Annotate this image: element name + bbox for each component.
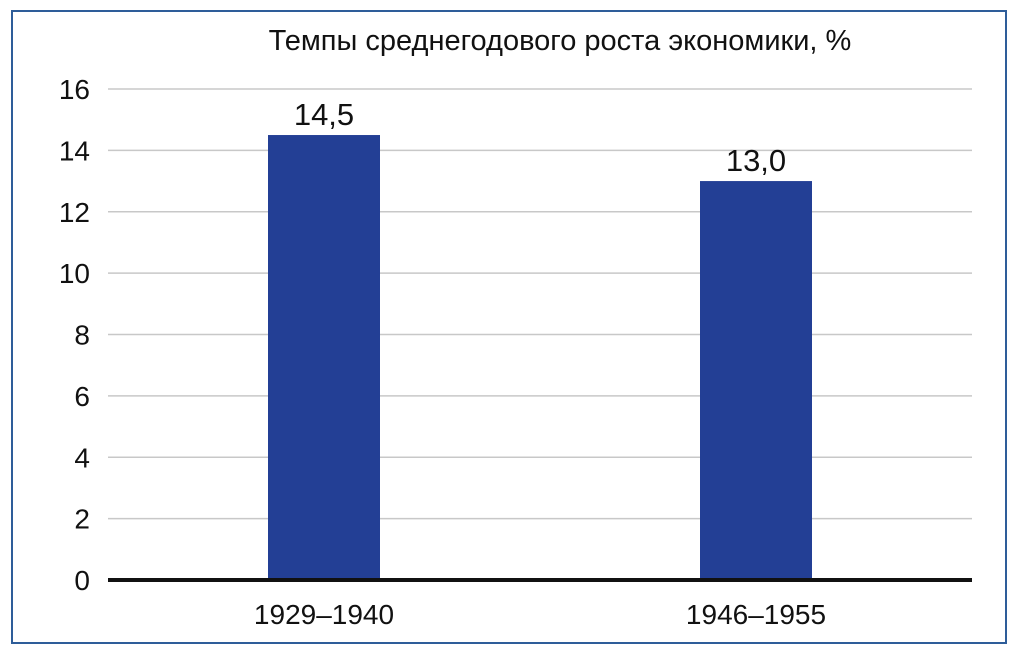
y-tick-label: 14: [59, 135, 90, 166]
chart-title: Темпы среднегодового роста экономики, %: [269, 25, 852, 57]
x-category-label: 1929–1940: [254, 599, 394, 630]
y-tick-label: 16: [59, 74, 90, 105]
data-labels: 14,5 13,0: [294, 97, 786, 178]
y-tick-label: 0: [74, 565, 90, 596]
bar: [268, 135, 380, 580]
x-category-label: 1946–1955: [686, 599, 826, 630]
bars: [268, 135, 812, 580]
gridlines: [108, 88, 972, 520]
chart-frame: [11, 10, 1007, 644]
y-tick-label: 8: [74, 320, 90, 351]
data-label: 14,5: [294, 97, 354, 132]
y-tick-label: 4: [74, 442, 90, 473]
data-label: 13,0: [726, 143, 786, 178]
y-tick-label: 12: [59, 197, 90, 228]
x-axis-categories: 1929–1940 1946–1955: [254, 599, 826, 630]
y-tick-label: 6: [74, 381, 90, 412]
y-tick-label: 10: [59, 258, 90, 289]
y-tick-label: 2: [74, 504, 90, 535]
y-axis-ticks: 0 2 4 6 8 10 12 14 16: [59, 74, 90, 596]
bar: [700, 181, 812, 580]
